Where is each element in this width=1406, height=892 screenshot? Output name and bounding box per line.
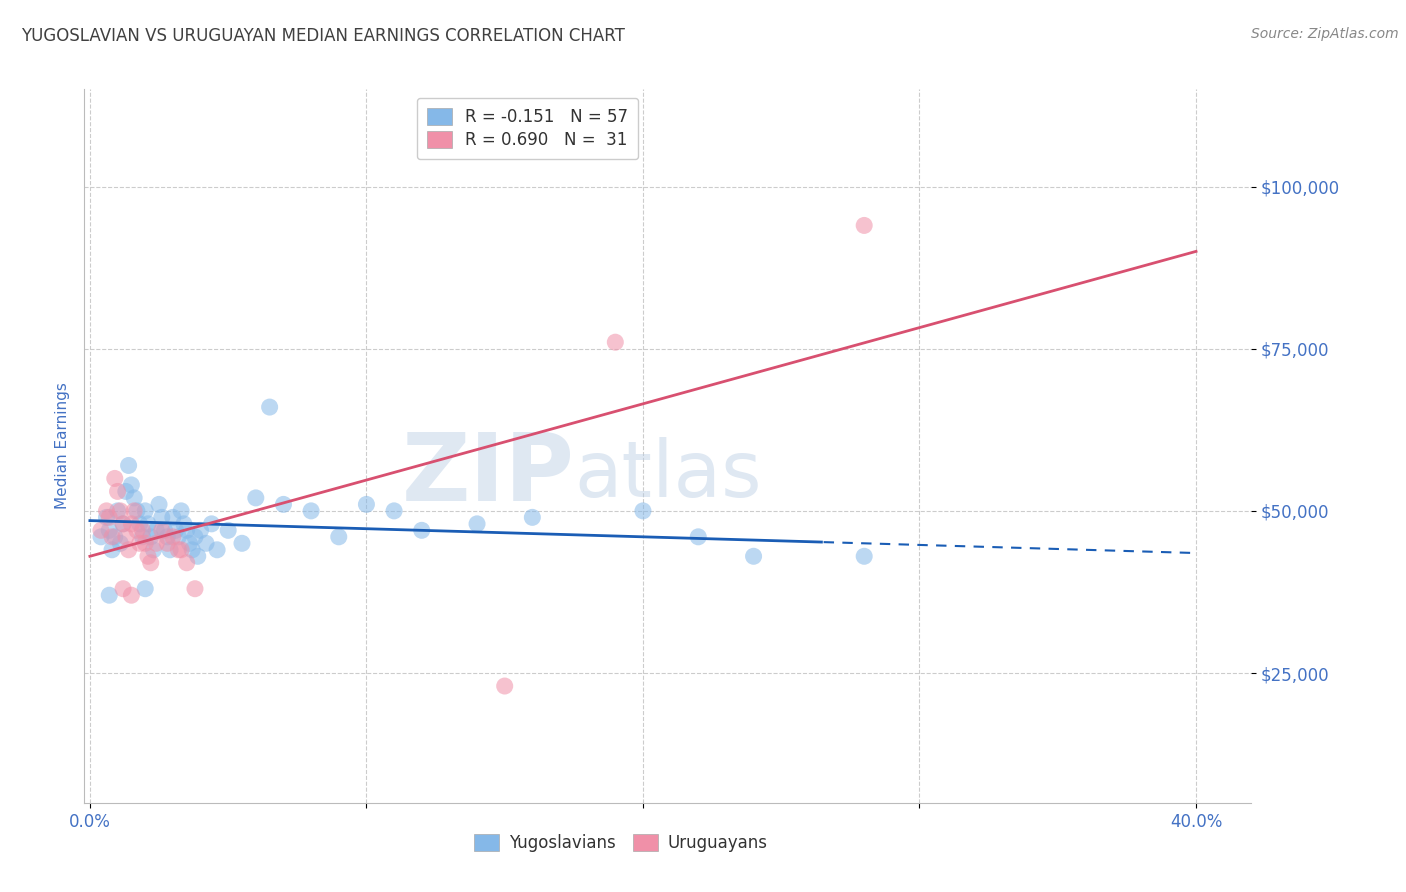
Point — [122, 491, 145, 505]
Point — [411, 524, 433, 538]
Point — [162, 510, 184, 524]
Point — [134, 536, 156, 550]
Point — [173, 516, 195, 531]
Point — [98, 524, 121, 538]
Point — [117, 542, 139, 557]
Point — [159, 542, 181, 557]
Point — [128, 536, 150, 550]
Point — [107, 484, 129, 499]
Point — [176, 524, 198, 538]
Point — [142, 542, 165, 557]
Point — [96, 510, 118, 524]
Point — [170, 504, 193, 518]
Point — [107, 504, 129, 518]
Point — [112, 582, 135, 596]
Point — [104, 530, 127, 544]
Point — [190, 524, 212, 538]
Point — [299, 504, 322, 518]
Point — [522, 510, 544, 524]
Point — [179, 536, 201, 550]
Text: ZIP: ZIP — [402, 428, 575, 521]
Point — [605, 335, 627, 350]
Point — [150, 510, 173, 524]
Point — [90, 530, 112, 544]
Point — [145, 536, 167, 550]
Point — [150, 524, 173, 538]
Point — [128, 516, 150, 531]
Point — [465, 516, 488, 531]
Point — [104, 471, 127, 485]
Point — [136, 516, 159, 531]
Point — [134, 504, 156, 518]
Point — [688, 530, 710, 544]
Point — [187, 549, 209, 564]
Point — [162, 530, 184, 544]
Point — [153, 524, 176, 538]
Point — [120, 478, 142, 492]
Point — [165, 524, 187, 538]
Point — [176, 556, 198, 570]
Point — [181, 542, 204, 557]
Point — [631, 504, 654, 518]
Point — [184, 582, 207, 596]
Point — [167, 542, 190, 557]
Point — [145, 524, 167, 538]
Point — [120, 588, 142, 602]
Point — [134, 582, 156, 596]
Point — [184, 530, 207, 544]
Point — [112, 516, 135, 531]
Point — [139, 530, 162, 544]
Point — [170, 542, 193, 557]
Point — [122, 504, 145, 518]
Point — [494, 679, 516, 693]
Point — [131, 530, 153, 544]
Point — [156, 530, 179, 544]
Point — [131, 524, 153, 538]
Point — [148, 497, 170, 511]
Point — [139, 556, 162, 570]
Point — [125, 524, 148, 538]
Point — [125, 504, 148, 518]
Point — [96, 504, 118, 518]
Point — [356, 497, 378, 511]
Point — [245, 491, 267, 505]
Point — [117, 458, 139, 473]
Point — [195, 536, 218, 550]
Point — [217, 524, 239, 538]
Point — [273, 497, 295, 511]
Point — [205, 542, 228, 557]
Point — [110, 536, 132, 550]
Point — [115, 484, 138, 499]
Y-axis label: Median Earnings: Median Earnings — [55, 383, 70, 509]
Point — [231, 536, 253, 550]
Point — [382, 504, 405, 518]
Point — [156, 536, 179, 550]
Text: Source: ZipAtlas.com: Source: ZipAtlas.com — [1251, 27, 1399, 41]
Point — [110, 504, 132, 518]
Point — [136, 549, 159, 564]
Point — [98, 588, 121, 602]
Point — [328, 530, 350, 544]
Legend: Yugoslavians, Uruguayans: Yugoslavians, Uruguayans — [468, 827, 775, 859]
Point — [200, 516, 222, 531]
Point — [742, 549, 765, 564]
Point — [167, 530, 190, 544]
Text: YUGOSLAVIAN VS URUGUAYAN MEDIAN EARNINGS CORRELATION CHART: YUGOSLAVIAN VS URUGUAYAN MEDIAN EARNINGS… — [21, 27, 624, 45]
Point — [853, 219, 876, 233]
Point — [853, 549, 876, 564]
Point — [112, 516, 135, 531]
Point — [259, 400, 281, 414]
Point — [101, 542, 124, 557]
Point — [115, 530, 138, 544]
Point — [120, 516, 142, 531]
Point — [98, 510, 121, 524]
Point — [101, 530, 124, 544]
Point — [90, 524, 112, 538]
Text: atlas: atlas — [575, 436, 762, 513]
